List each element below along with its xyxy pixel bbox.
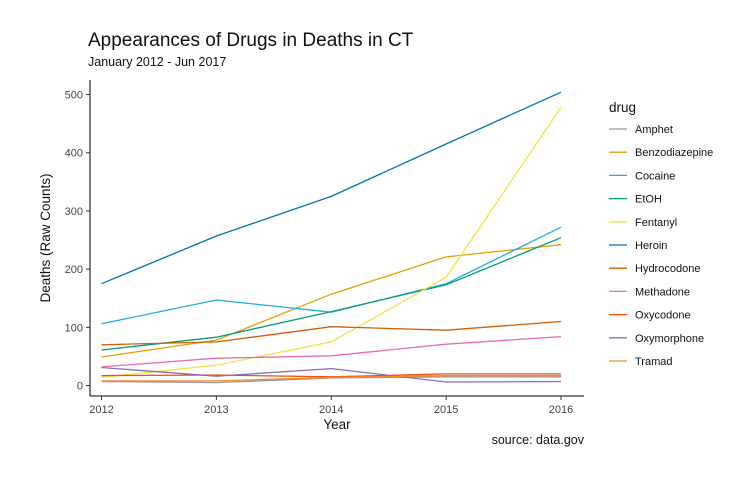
legend-item-heroin: Heroin: [609, 240, 667, 252]
x-axis-ticks: 2012 2013 2014 2015 2016: [89, 396, 573, 416]
series-line-hydrocodone: [101, 320, 562, 346]
legend: Amphet Benzodiazepine Cocaine EtOH Fentanyl H…: [609, 124, 713, 368]
chart-title: Appearances of Drugs in Deaths in CT: [88, 30, 414, 51]
plot-lines: [101, 91, 562, 384]
x-axis-title: Year: [323, 417, 351, 432]
y-tick-label: 0: [77, 381, 83, 393]
legend-item-methadone: Methadone: [609, 286, 690, 298]
legend-item-oxymorphone: Oxymorphone: [609, 333, 704, 345]
legend-item-hydrocodone: Hydrocodone: [609, 263, 700, 275]
series-line-oxymorphone: [101, 366, 562, 383]
legend-label: EtOH: [635, 194, 662, 206]
legend-label: Hydrocodone: [635, 263, 700, 275]
series-line-etoh: [101, 237, 562, 351]
series-line-fentanyl: [101, 107, 562, 379]
legend-label: Oxycodone: [635, 310, 691, 322]
series-line-tramad: [101, 374, 561, 382]
x-tick-label: 2016: [549, 404, 573, 416]
x-tick-label: 2013: [204, 404, 228, 416]
chart-caption: source: data.gov: [492, 433, 585, 447]
legend-item-fentanyl: Fentanyl: [609, 217, 677, 229]
legend-label: Oxymorphone: [635, 333, 704, 345]
x-tick-label: 2015: [434, 404, 458, 416]
legend-label: Cocaine: [635, 170, 675, 182]
y-tick-label: 300: [65, 206, 83, 218]
y-tick-label: 100: [65, 322, 83, 334]
legend-label: Fentanyl: [635, 217, 677, 229]
x-tick-label: 2014: [319, 404, 343, 416]
legend-item-benzodiazepine: Benzodiazepine: [609, 147, 713, 159]
legend-item-tramad: Tramad: [609, 356, 673, 368]
chart-subtitle: January 2012 - Jun 2017: [88, 55, 226, 69]
series-line-benzodiazepine: [101, 244, 562, 358]
y-tick-label: 400: [65, 148, 83, 160]
legend-item-oxycodone: Oxycodone: [609, 310, 691, 322]
series-line-methadone: [101, 335, 562, 368]
legend-title: drug: [609, 100, 636, 115]
legend-item-etoh: EtOH: [609, 194, 662, 206]
legend-item-cocaine: Cocaine: [609, 170, 675, 182]
y-axis-title: Deaths (Raw Counts): [38, 173, 53, 302]
legend-label: Tramad: [635, 356, 673, 368]
x-tick-label: 2012: [89, 404, 113, 416]
y-tick-label: 500: [65, 90, 83, 102]
legend-label: Methadone: [635, 286, 690, 298]
legend-label: Amphet: [635, 124, 673, 136]
series-line-cocaine: [101, 226, 562, 325]
series-line-heroin: [101, 91, 562, 285]
legend-label: Heroin: [635, 240, 667, 252]
legend-label: Benzodiazepine: [635, 147, 713, 159]
y-axis-ticks: 0 100 200 300 400 500: [65, 90, 90, 393]
y-tick-label: 200: [65, 264, 83, 276]
legend-item-amphet: Amphet: [609, 124, 673, 136]
